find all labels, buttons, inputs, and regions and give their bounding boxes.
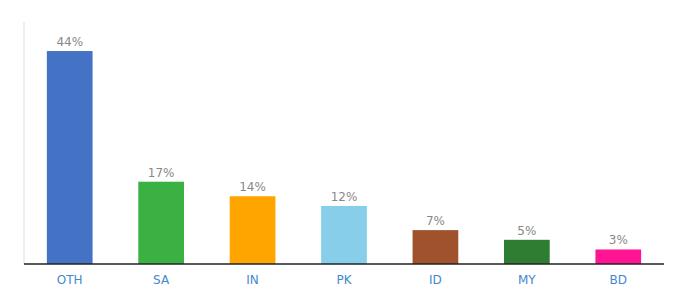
data-label: 5% <box>517 224 536 238</box>
bar <box>504 240 550 264</box>
x-tick-label: BD <box>610 273 627 287</box>
bar <box>413 230 459 264</box>
bar <box>595 249 641 264</box>
x-tick-label: IN <box>246 273 259 287</box>
x-tick-label: ID <box>429 273 442 287</box>
data-label: 3% <box>609 233 628 247</box>
bar <box>321 206 367 264</box>
x-tick-label: MY <box>518 273 536 287</box>
bar <box>230 196 276 264</box>
data-label: 7% <box>426 214 445 228</box>
x-axis-line <box>24 263 664 265</box>
data-label: 12% <box>331 190 358 204</box>
bars <box>47 51 641 264</box>
x-tick-label: PK <box>336 273 352 287</box>
data-label: 44% <box>56 35 83 49</box>
y-axis-line <box>24 22 25 264</box>
data-label: 17% <box>148 166 175 180</box>
data-label: 14% <box>239 180 266 194</box>
chart-container: 44% 17% 14% 12% 7% 5% 3% OTH SA IN PK ID MY BD <box>0 0 680 300</box>
bar <box>47 51 93 264</box>
x-tick-label: SA <box>153 273 170 287</box>
chart-svg: 44% 17% 14% 12% 7% 5% 3% OTH SA IN PK ID MY BD <box>0 0 680 300</box>
bar <box>138 182 184 264</box>
x-tick-label: OTH <box>57 273 83 287</box>
